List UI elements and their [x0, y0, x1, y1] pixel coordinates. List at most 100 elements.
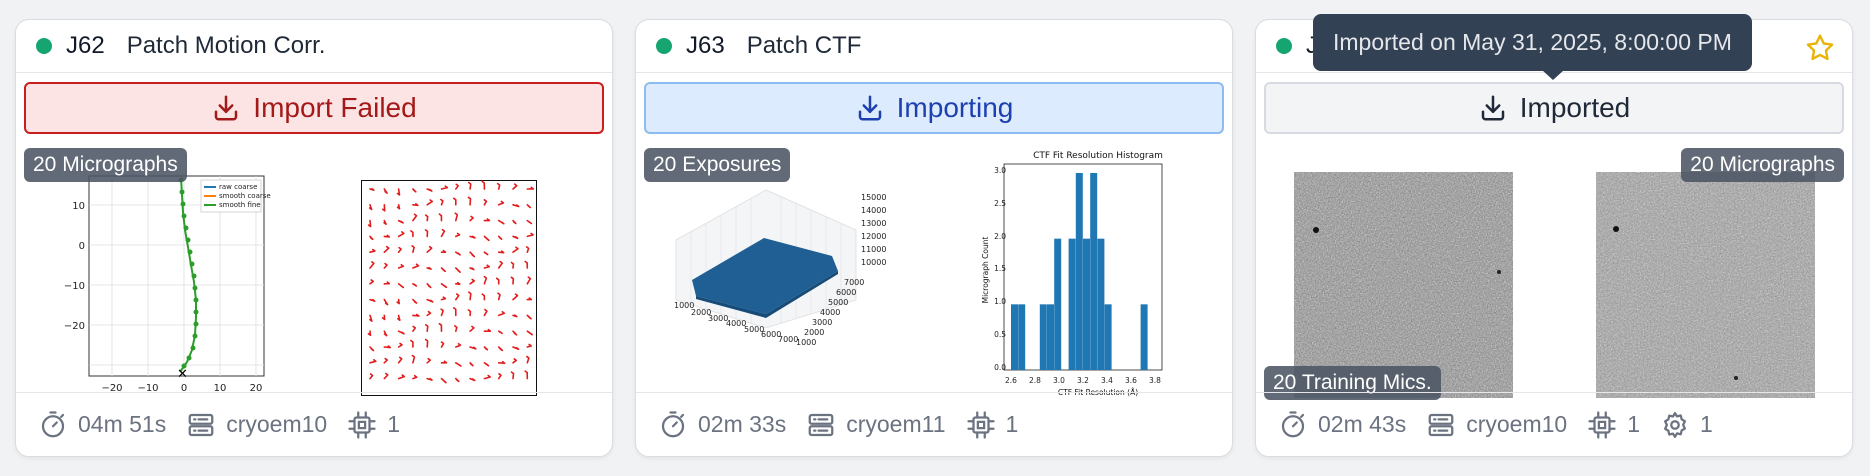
y-tick: 6000: [836, 288, 856, 297]
job-card-j63[interactable]: J63 Patch CTF Importing 15000 14000 1300…: [635, 19, 1233, 457]
motion-vector: [383, 281, 391, 285]
motion-vector: [483, 199, 488, 206]
histogram-bar: [1083, 238, 1090, 370]
motion-vector: [469, 377, 476, 382]
motion-vector: [483, 308, 488, 317]
z-tick: 10000: [861, 258, 886, 267]
motion-vector: [426, 188, 433, 192]
motion-vector: [369, 373, 374, 380]
motion-vector: [497, 260, 503, 269]
motion-vector: [397, 374, 406, 380]
motion-vector: [481, 180, 486, 190]
motion-vector: [512, 330, 518, 336]
motion-vector: [526, 219, 533, 225]
status-dot: [36, 38, 52, 54]
motion-vector: [497, 330, 503, 335]
import-status-label: Importing: [896, 92, 1014, 123]
motion-vector: [512, 314, 518, 318]
job-id[interactable]: J63: [686, 32, 725, 59]
motion-vector: [383, 245, 390, 253]
motion-vector: [411, 354, 416, 364]
motion-vector: [383, 234, 391, 238]
y-tick: 2.0: [994, 232, 1006, 241]
job-card-imported[interactable]: J Imported: [1255, 19, 1853, 457]
motion-vector: [483, 328, 492, 332]
micrograph-image-2: [1596, 172, 1815, 398]
server-icon: [808, 413, 834, 436]
motion-vector: [381, 204, 386, 212]
motion-vector: [383, 372, 389, 380]
motion-vector: [512, 219, 517, 225]
x-tick: 20: [250, 383, 263, 394]
gpu-count: 1: [1005, 411, 1019, 437]
motion-vector: [526, 204, 532, 209]
motion-vector: [383, 298, 389, 306]
x-tick: −20: [101, 383, 122, 394]
motion-vector: [512, 183, 518, 190]
motion-vector: [440, 267, 447, 273]
x-tick: 10: [214, 383, 227, 394]
x-tick: 2.8: [1029, 376, 1041, 385]
motion-vector: [397, 314, 401, 322]
card-footer: 02m 33s cryoem11 1: [636, 392, 1232, 456]
motion-vector: [424, 229, 429, 238]
job-card-j62[interactable]: J62 Patch Motion Corr. Import Failed: [15, 19, 613, 457]
motion-vector: [467, 181, 472, 190]
x-tick: 0: [181, 383, 187, 394]
server-name: cryoem11: [846, 411, 946, 437]
y-tick: 5000: [828, 298, 848, 307]
motion-vector: [367, 330, 372, 336]
motion-vector: [467, 196, 472, 206]
motion-vector: [526, 232, 534, 238]
motion-vector: [424, 323, 429, 332]
motion-vector: [512, 235, 519, 240]
motion-vector: [397, 283, 405, 289]
motion-vector: [383, 219, 387, 225]
import-failed-button[interactable]: Import Failed: [24, 82, 604, 134]
motion-vector: [469, 235, 476, 239]
params-count: 1: [1700, 411, 1713, 437]
motion-vector: [497, 346, 504, 352]
motion-vector: [483, 218, 491, 222]
motion-vector: [411, 245, 415, 253]
motion-vector: [396, 188, 401, 196]
star-icon[interactable]: [1804, 32, 1836, 64]
card-header: J63 Patch CTF: [636, 20, 1232, 73]
motion-vector: [381, 314, 386, 321]
stopwatch-icon: [661, 410, 685, 437]
imported-button[interactable]: Imported: [1264, 82, 1844, 134]
job-id[interactable]: J62: [66, 32, 105, 59]
motion-vector: [426, 245, 433, 253]
cpu-chip-icon: [966, 410, 995, 439]
motion-vector: [438, 213, 443, 222]
y-tick: 0.0: [994, 363, 1006, 372]
motion-vector: [397, 246, 402, 253]
ctf-surface-plot: 15000 14000 13000 12000 11000 10000 1000…: [674, 189, 886, 347]
motion-vector: [426, 266, 432, 270]
importing-button[interactable]: Importing: [644, 82, 1224, 134]
motion-vector: [525, 246, 530, 253]
x-tick: 3.0: [1053, 376, 1065, 385]
x-tick: −10: [137, 383, 158, 394]
motion-vector: [510, 371, 515, 380]
motion-vector: [426, 298, 434, 303]
motion-vector: [497, 292, 501, 301]
motion-vector: [483, 374, 491, 380]
cpu-chip-icon: [348, 410, 376, 439]
motion-vector: [440, 198, 444, 206]
params-stat: 1: [1660, 410, 1713, 440]
y-tick: 1.5: [994, 264, 1006, 273]
motion-trajectory-plot: ✕ raw coarse smooth coarse smooth fine 1…: [64, 175, 271, 394]
motion-vector: [497, 250, 505, 254]
motion-vector: [440, 377, 447, 384]
gpu-count: 1: [1627, 411, 1640, 437]
motion-vector: [455, 281, 461, 285]
x-tick: 5000: [744, 325, 764, 334]
motion-vector: [469, 278, 476, 285]
card-header: J62 Patch Motion Corr.: [16, 20, 612, 73]
motion-vector: [526, 330, 534, 336]
legend-smooth-coarse: smooth coarse: [219, 192, 271, 200]
status-dot: [656, 38, 672, 54]
import-date-tooltip: Imported on May 31, 2025, 8:00:00 PM: [1313, 14, 1752, 71]
thumbnails: 20 Micrographs 20 Training Mics.: [1256, 148, 1852, 412]
